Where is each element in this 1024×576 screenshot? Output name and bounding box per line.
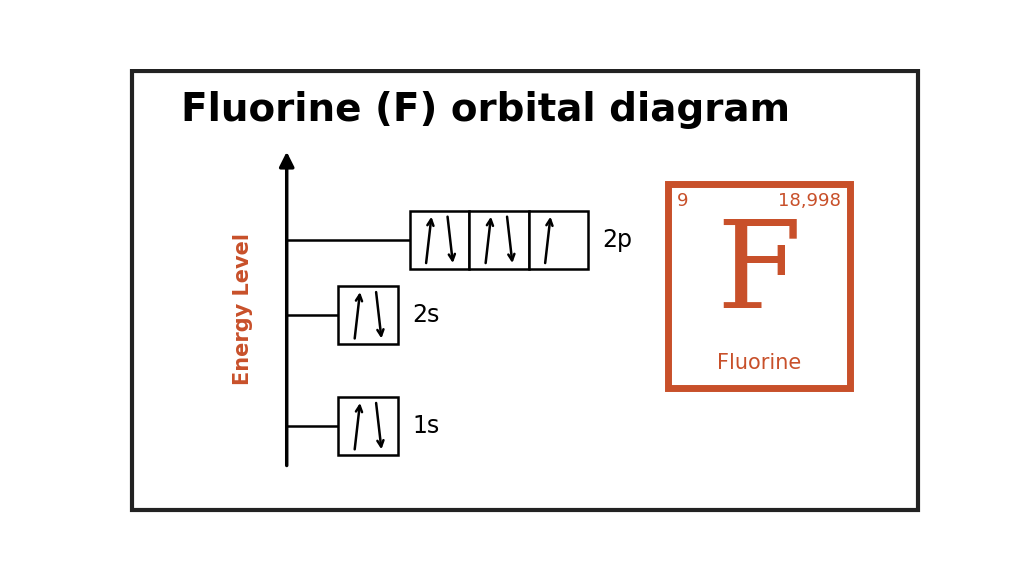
Bar xyxy=(528,211,588,268)
Bar xyxy=(338,286,398,344)
Bar xyxy=(469,211,528,268)
Text: F: F xyxy=(717,216,802,333)
Text: 1s: 1s xyxy=(412,414,439,438)
Text: Energy Level: Energy Level xyxy=(233,233,253,385)
Bar xyxy=(338,397,398,455)
Text: 2s: 2s xyxy=(412,304,439,327)
Bar xyxy=(410,211,469,268)
Bar xyxy=(668,184,850,388)
Text: Fluorine: Fluorine xyxy=(717,353,801,373)
Text: Fluorine (F) orbital diagram: Fluorine (F) orbital diagram xyxy=(180,92,790,129)
Text: 9: 9 xyxy=(677,192,689,210)
Text: 18,998: 18,998 xyxy=(778,192,841,210)
Text: 2p: 2p xyxy=(602,228,633,252)
